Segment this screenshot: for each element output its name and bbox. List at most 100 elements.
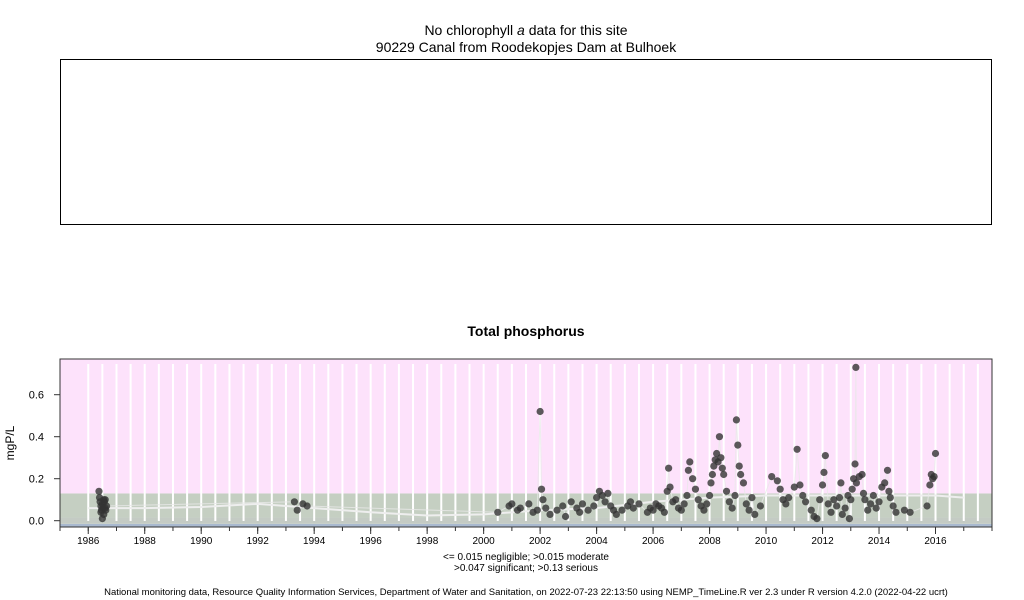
site-name: 90229 Canal from Roodekopjes Dam at Bulh… xyxy=(375,39,677,55)
data-point xyxy=(539,496,547,504)
data-point xyxy=(715,433,724,441)
data-point xyxy=(852,363,860,371)
data-point xyxy=(930,473,938,481)
data-point xyxy=(660,508,668,516)
data-point xyxy=(684,466,692,474)
data-point xyxy=(635,500,643,508)
data-point xyxy=(790,483,798,491)
data-point xyxy=(598,491,606,500)
data-point xyxy=(700,506,708,514)
data-point xyxy=(807,506,815,514)
data-point xyxy=(818,481,827,489)
data-point xyxy=(703,500,711,508)
data-point xyxy=(705,491,714,500)
data-point xyxy=(820,468,828,476)
data-point xyxy=(852,479,861,487)
x-tick-label: 1988 xyxy=(134,536,157,547)
data-point xyxy=(926,481,934,489)
y-tick-label: 0.0 xyxy=(29,516,44,528)
data-point xyxy=(742,500,750,508)
data-point xyxy=(734,441,742,449)
data-point xyxy=(494,508,502,516)
data-point xyxy=(892,508,900,516)
data-point xyxy=(802,498,810,506)
x-tick-label: 1996 xyxy=(360,536,383,547)
chlorophyll-empty-panel xyxy=(60,59,992,225)
data-point xyxy=(536,407,544,416)
data-point xyxy=(735,462,743,470)
data-point xyxy=(841,504,849,512)
data-point xyxy=(869,491,877,500)
data-point xyxy=(691,485,700,493)
data-point xyxy=(845,515,853,523)
legend-line-2: >0.047 significant; >0.13 serious xyxy=(454,563,598,574)
x-tick-label: 1994 xyxy=(303,536,326,547)
data-point xyxy=(732,416,741,424)
legend-line-1: <= 0.015 negligible; >0.015 moderate xyxy=(443,552,609,563)
data-point xyxy=(626,498,635,506)
data-point xyxy=(533,506,541,514)
data-point xyxy=(725,498,733,506)
data-point xyxy=(578,500,587,508)
data-point xyxy=(838,510,846,518)
data-point xyxy=(559,502,567,510)
data-point xyxy=(720,470,728,479)
data-point xyxy=(821,452,829,460)
data-point xyxy=(827,508,835,516)
data-point xyxy=(830,496,838,504)
data-point xyxy=(561,512,570,521)
data-point xyxy=(900,506,909,514)
x-tick-label: 2000 xyxy=(473,536,496,547)
data-point xyxy=(861,496,869,504)
chart-title: Total phosphorus xyxy=(467,323,585,339)
data-point xyxy=(739,479,748,487)
data-point xyxy=(833,502,841,510)
data-point xyxy=(768,473,776,481)
x-tick-label: 1992 xyxy=(247,536,270,547)
data-point xyxy=(590,502,598,510)
data-point xyxy=(737,470,745,479)
data-point xyxy=(847,496,855,504)
data-point xyxy=(864,506,872,514)
data-point xyxy=(537,485,546,493)
data-points xyxy=(95,363,940,523)
x-tick-label: 2004 xyxy=(585,536,608,547)
data-point xyxy=(683,491,691,500)
data-point xyxy=(793,445,801,453)
data-point xyxy=(773,477,781,485)
data-point xyxy=(886,494,894,502)
data-point xyxy=(694,496,702,504)
data-point xyxy=(677,506,685,514)
chlorophyll-message-italic: a xyxy=(517,22,525,38)
data-point xyxy=(799,491,807,500)
data-point xyxy=(100,496,108,504)
x-tick-label: 2008 xyxy=(698,536,721,547)
y-axis: 0.0 0.2 0.4 0.6 xyxy=(29,390,60,528)
data-point xyxy=(931,449,940,458)
data-point xyxy=(889,502,897,510)
data-point xyxy=(584,506,592,514)
data-point xyxy=(686,458,694,466)
data-point xyxy=(680,500,688,508)
data-point xyxy=(593,494,601,502)
footer-credit: National monitoring data, Resource Quali… xyxy=(104,587,948,598)
data-point xyxy=(776,485,784,493)
data-point xyxy=(98,515,106,523)
grid-lines xyxy=(87,364,979,521)
data-point xyxy=(796,481,804,489)
data-point xyxy=(618,506,626,514)
data-point xyxy=(525,500,533,508)
x-tick-label: 1986 xyxy=(77,536,100,547)
data-point xyxy=(906,508,914,516)
data-point xyxy=(516,504,524,512)
data-point xyxy=(290,498,299,506)
data-point xyxy=(672,496,680,504)
data-point xyxy=(837,479,845,487)
data-point xyxy=(722,487,731,495)
data-point xyxy=(707,479,715,487)
data-point xyxy=(859,489,868,497)
chlorophyll-message-prefix: No chlorophyll xyxy=(424,22,518,38)
data-point xyxy=(576,508,584,516)
data-point xyxy=(731,491,739,500)
data-point xyxy=(728,504,736,512)
